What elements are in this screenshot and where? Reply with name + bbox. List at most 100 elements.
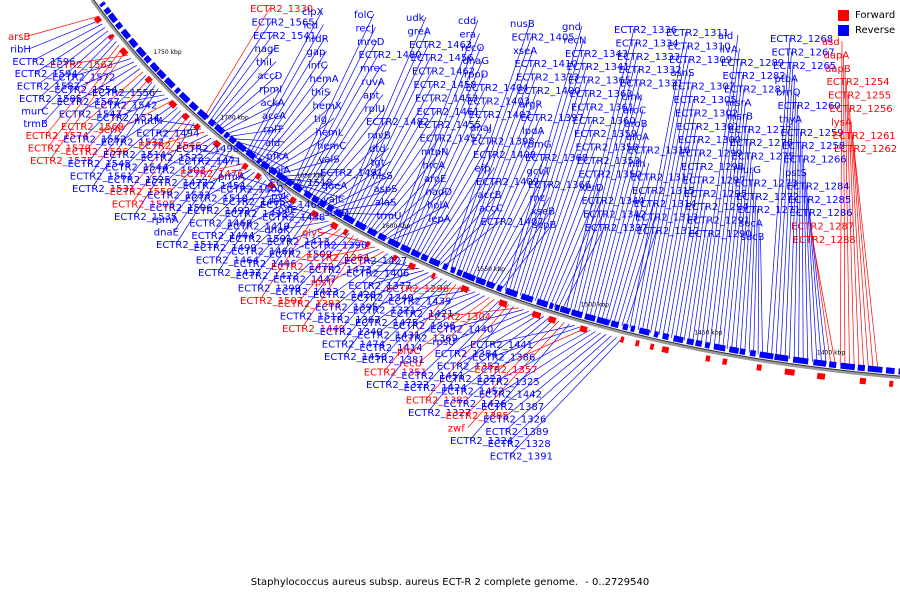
leader-line — [131, 119, 192, 204]
leader-line — [646, 85, 693, 333]
gene-label: ECTR2_1499 — [194, 243, 257, 254]
reverse-gene-arrow — [622, 323, 629, 331]
gene-label: alaS — [375, 198, 396, 209]
leader-line — [573, 55, 638, 313]
leader-line — [171, 149, 226, 220]
gene-label: gcvT — [527, 166, 552, 177]
leader-line — [409, 86, 486, 251]
leader-line — [597, 136, 647, 320]
backbone-line — [90, 0, 900, 380]
gene-label: ECTR2_1332 — [619, 65, 682, 76]
gene-label: ECTR2_1307 — [672, 82, 735, 93]
leader-line — [298, 40, 378, 189]
gene-label: ECTR2_1462 — [412, 67, 475, 78]
gene-label: pyk — [271, 192, 289, 203]
gene-label: ECTR2_1304 — [428, 312, 491, 323]
gene-label: ECTR2_1271 — [738, 205, 801, 216]
leader-line — [408, 289, 471, 301]
reverse-gene-arrow — [114, 21, 124, 30]
leader-line — [133, 122, 195, 217]
gene-label: ECTR2_1259 — [781, 128, 844, 139]
forward-gene-arrow — [705, 355, 711, 362]
leader-line — [40, 37, 114, 111]
gene-label: ECTR2_1276 — [730, 138, 793, 149]
gene-label: ECTR2_1272 — [736, 192, 799, 203]
gene-label: ECTR2_1365 — [568, 76, 631, 87]
leader-line — [69, 54, 128, 65]
gene-label: ECTR2_1451 — [401, 371, 464, 382]
leader-line — [692, 232, 709, 343]
gene-label: proC — [397, 346, 420, 357]
leader-line — [225, 114, 283, 135]
leader-line — [497, 210, 552, 288]
gene-label: nadD — [426, 187, 453, 198]
gene-label: ECTR2_1500 — [220, 184, 283, 195]
leader-line — [301, 54, 379, 191]
leader-line — [244, 195, 289, 214]
gene-label: murC — [21, 106, 48, 117]
gene-label: ald — [718, 31, 733, 42]
leader-line — [240, 188, 281, 192]
gene-label: ECTR2_1419 — [227, 222, 290, 233]
leader-line — [422, 140, 492, 258]
reverse-gene-arrow — [303, 190, 313, 200]
reverse-gene-arrow — [163, 77, 176, 89]
gene-label: coaE — [273, 205, 297, 216]
gene-label: ECTR2_1328 — [488, 439, 551, 450]
leader-line — [253, 206, 305, 264]
reverse-gene-arrow — [354, 220, 367, 231]
leader-line — [399, 46, 482, 246]
reverse-gene-arrow — [728, 346, 740, 354]
leader-line — [452, 310, 529, 342]
gene-label: accD — [258, 71, 283, 82]
gene-label: ECTR2_1507 — [240, 296, 303, 307]
leader-line — [334, 201, 396, 212]
leader-line — [507, 336, 617, 444]
gene-label: ECTR2_1473 — [309, 265, 372, 276]
gene-label: ECTR2_1286 — [790, 208, 853, 219]
gene-label: dnaJ — [470, 123, 492, 134]
leader-line — [509, 338, 623, 456]
leader-line — [89, 84, 156, 176]
reverse-gene-arrow — [584, 313, 596, 322]
leader-line — [493, 197, 550, 287]
reverse-gene-arrow — [686, 338, 695, 346]
gene-label: ECTR2_1285 — [788, 195, 851, 206]
gene-label: prmA — [218, 172, 245, 183]
forward-gene-arrow — [168, 99, 178, 109]
gene-label: ECTR2_1340 — [320, 327, 383, 338]
leader-line — [116, 97, 169, 118]
gene-label: cmk — [622, 92, 643, 103]
leader-line — [217, 74, 278, 128]
gene-label: ECTR2_1585 — [19, 94, 82, 105]
gene-label: ECTR2_1360 — [573, 116, 636, 127]
gene-label: ECTR2_1404 — [466, 83, 529, 94]
forward-gene-arrow — [784, 368, 795, 376]
forward-gene-arrow — [193, 123, 201, 131]
reverse-gene-arrow — [813, 359, 827, 367]
gene-label: dnaE — [154, 228, 179, 239]
leader-line — [122, 107, 178, 155]
reverse-gene-arrow — [255, 157, 263, 165]
gene-label: icd — [304, 20, 319, 31]
leader-line — [454, 312, 534, 354]
gene-label: ECTR2_1453 — [415, 93, 478, 104]
leader-line — [322, 147, 390, 204]
leader-line — [515, 66, 587, 295]
gene-label: nusB — [510, 19, 535, 30]
gene-label: ECTR2_1498 — [176, 144, 239, 155]
gene-label: ECTR2_1447 — [273, 274, 336, 285]
gene-label: ECTR2_1398 — [472, 137, 535, 148]
reverse-gene-arrow — [828, 361, 837, 369]
gene-label: ECTR2_1550 — [110, 187, 173, 198]
leader-line — [581, 82, 641, 316]
gene-label: accC — [479, 204, 503, 215]
leader-line — [709, 75, 743, 346]
leader-line — [389, 217, 449, 242]
gene-label: ECTR2_1474 — [322, 340, 385, 351]
leader-line — [153, 119, 198, 127]
gene-label: rnz — [530, 193, 546, 204]
gene-label: glyS — [302, 228, 323, 239]
leader-line — [416, 297, 490, 351]
leader-line — [850, 121, 869, 369]
